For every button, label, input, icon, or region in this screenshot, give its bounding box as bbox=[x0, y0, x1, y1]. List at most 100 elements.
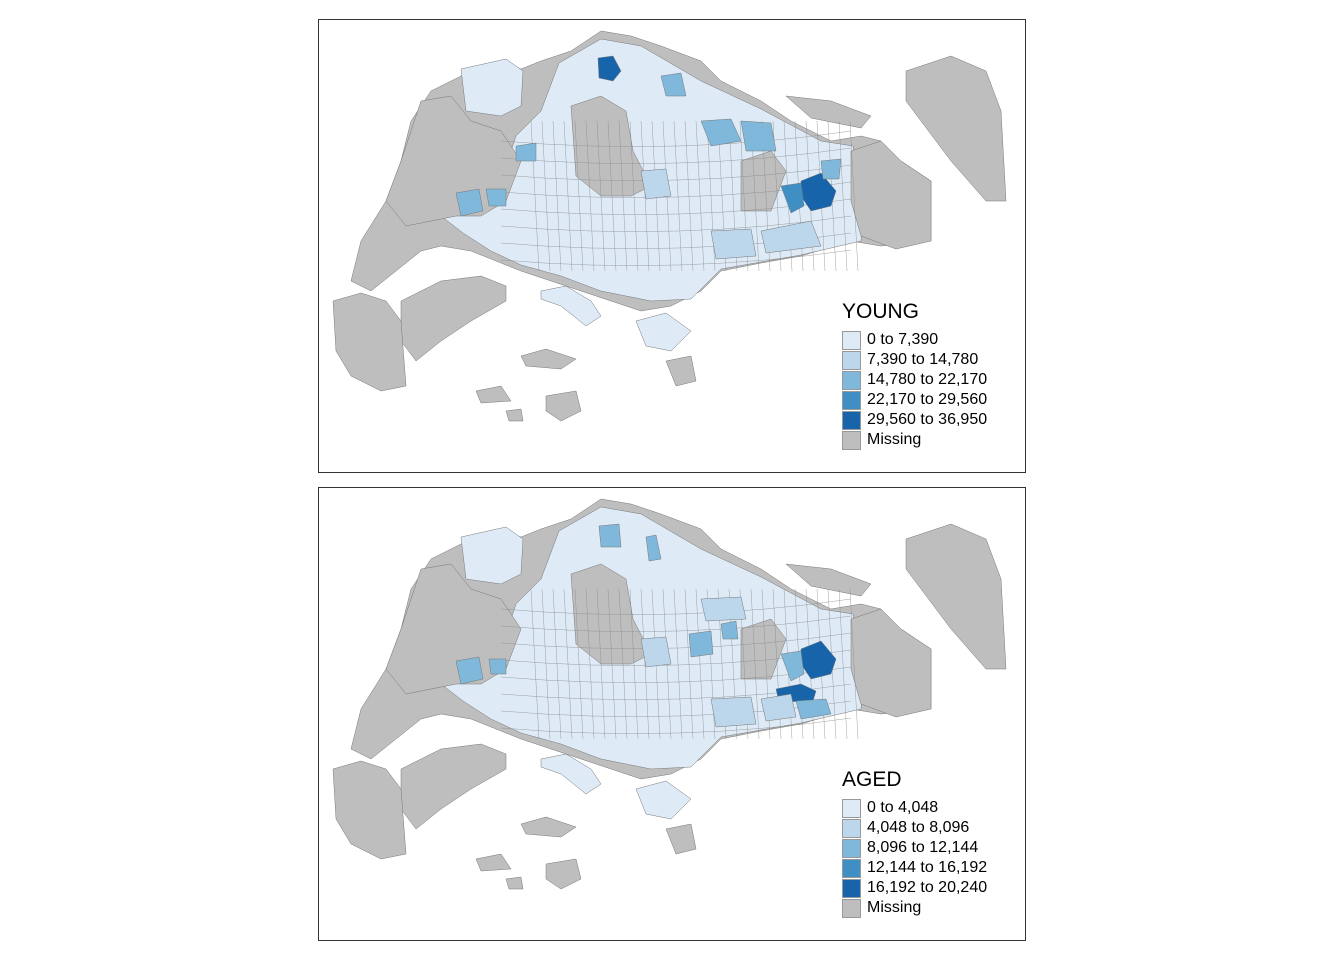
legend-label: 29,560 to 36,950 bbox=[867, 411, 988, 428]
aged-map-panel: AGED 0 to 4,048 4,048 to 8,096 8,096 to 12… bbox=[318, 487, 1026, 941]
subzone bbox=[700, 118, 742, 147]
legend-label: 16,192 to 20,240 bbox=[867, 879, 988, 896]
tuas bbox=[332, 292, 407, 392]
legend-item: Missing bbox=[842, 430, 987, 450]
lim-chu-kang bbox=[460, 526, 524, 585]
subzone-boundary bbox=[500, 598, 852, 615]
subzone bbox=[485, 188, 507, 207]
subzone-boundary bbox=[500, 615, 852, 632]
island-5 bbox=[505, 876, 524, 890]
subzone bbox=[710, 696, 757, 728]
subzone-boundary bbox=[640, 120, 650, 272]
legend-label: Missing bbox=[867, 431, 922, 448]
subzone-boundary bbox=[552, 588, 562, 740]
legend-swatch bbox=[842, 430, 861, 450]
subzone-boundary bbox=[574, 120, 584, 272]
legend-label: 14,780 to 22,170 bbox=[867, 371, 988, 388]
subzone-boundary bbox=[629, 120, 639, 272]
sentosa bbox=[635, 780, 692, 820]
island-4 bbox=[665, 355, 697, 387]
western-catchment bbox=[385, 563, 522, 695]
legend-swatch bbox=[842, 350, 861, 370]
island-2 bbox=[475, 385, 512, 404]
subzone bbox=[688, 630, 714, 658]
island-4 bbox=[665, 823, 697, 855]
subzone-boundary bbox=[695, 588, 705, 740]
legend-label: 0 to 4,048 bbox=[867, 799, 939, 816]
aged-choropleth-map bbox=[332, 498, 1007, 890]
subzone-boundary bbox=[541, 120, 551, 272]
subzone bbox=[597, 55, 622, 82]
subzone bbox=[720, 620, 739, 640]
changi bbox=[850, 608, 932, 718]
subzone bbox=[780, 650, 805, 682]
legend-swatch bbox=[842, 410, 861, 430]
pulau-tekong bbox=[905, 55, 1007, 202]
island-1 bbox=[520, 348, 577, 370]
legend-item: 29,560 to 36,950 bbox=[842, 410, 987, 430]
legend-item: Missing bbox=[842, 898, 987, 918]
subzone-boundary bbox=[563, 588, 573, 740]
subzone-boundary bbox=[618, 588, 628, 740]
legend-label: 12,144 to 16,192 bbox=[867, 859, 988, 876]
legend-swatch bbox=[842, 370, 861, 390]
subzone-boundary bbox=[596, 120, 606, 272]
subzone bbox=[760, 693, 797, 722]
legend-label: 4,048 to 8,096 bbox=[867, 819, 970, 836]
sentosa bbox=[635, 312, 692, 352]
legend-item: 7,390 to 14,780 bbox=[842, 350, 987, 370]
subzone-boundary bbox=[695, 120, 705, 272]
subzone-boundary bbox=[838, 120, 848, 272]
legend-item: 0 to 7,390 bbox=[842, 330, 987, 350]
subzone bbox=[740, 120, 777, 152]
legend-label: 7,390 to 14,780 bbox=[867, 351, 979, 368]
subzone-boundary bbox=[500, 666, 852, 683]
lim-chu-kang bbox=[460, 58, 524, 117]
subzone bbox=[455, 656, 484, 685]
legend-item: 16,192 to 20,240 bbox=[842, 878, 987, 898]
pulau-tekong bbox=[905, 523, 1007, 670]
legend-item: 0 to 4,048 bbox=[842, 798, 987, 818]
subzone-boundary bbox=[849, 588, 859, 740]
jurong-island bbox=[400, 743, 507, 830]
subzone-boundary bbox=[838, 588, 848, 740]
subzone bbox=[710, 228, 757, 260]
legend-label: 0 to 7,390 bbox=[867, 331, 939, 348]
young-choropleth-map bbox=[332, 30, 1007, 422]
subzone-boundary bbox=[500, 164, 852, 181]
legend-item: 14,780 to 22,170 bbox=[842, 370, 987, 390]
legend-swatch bbox=[842, 798, 861, 818]
subzone-boundary bbox=[596, 588, 606, 740]
aged-legend: AGED 0 to 4,048 4,048 to 8,096 8,096 to 12… bbox=[842, 768, 987, 918]
legend-swatch bbox=[842, 330, 861, 350]
legend-label: 8,096 to 12,144 bbox=[867, 839, 979, 856]
changi bbox=[850, 140, 932, 250]
subzone-boundary bbox=[618, 120, 628, 272]
subzone bbox=[488, 658, 507, 675]
subzone bbox=[700, 596, 747, 622]
legend-item: 22,170 to 29,560 bbox=[842, 390, 987, 410]
legend-item: 4,048 to 8,096 bbox=[842, 818, 987, 838]
subzone bbox=[515, 142, 537, 162]
legend-item: 8,096 to 12,144 bbox=[842, 838, 987, 858]
island-5 bbox=[505, 408, 524, 422]
island-2 bbox=[475, 853, 512, 872]
legend-label: 22,170 to 29,560 bbox=[867, 391, 988, 408]
subzone-boundary bbox=[574, 588, 584, 740]
legend-swatch bbox=[842, 878, 861, 898]
legend-item: 12,144 to 16,192 bbox=[842, 858, 987, 878]
subzone-boundary bbox=[500, 717, 852, 734]
legend-swatch bbox=[842, 818, 861, 838]
legend-title: AGED bbox=[842, 768, 902, 791]
legend-swatch bbox=[842, 390, 861, 410]
subzone-boundary bbox=[750, 588, 760, 740]
subzone bbox=[640, 168, 672, 200]
subzone-boundary bbox=[500, 130, 852, 147]
subzone-boundary bbox=[500, 147, 852, 164]
subzone bbox=[645, 534, 662, 562]
legend-title: YOUNG bbox=[842, 300, 920, 323]
subzone bbox=[598, 523, 622, 548]
island-1 bbox=[520, 816, 577, 838]
subzone-boundary bbox=[640, 588, 650, 740]
island-3 bbox=[545, 858, 582, 890]
